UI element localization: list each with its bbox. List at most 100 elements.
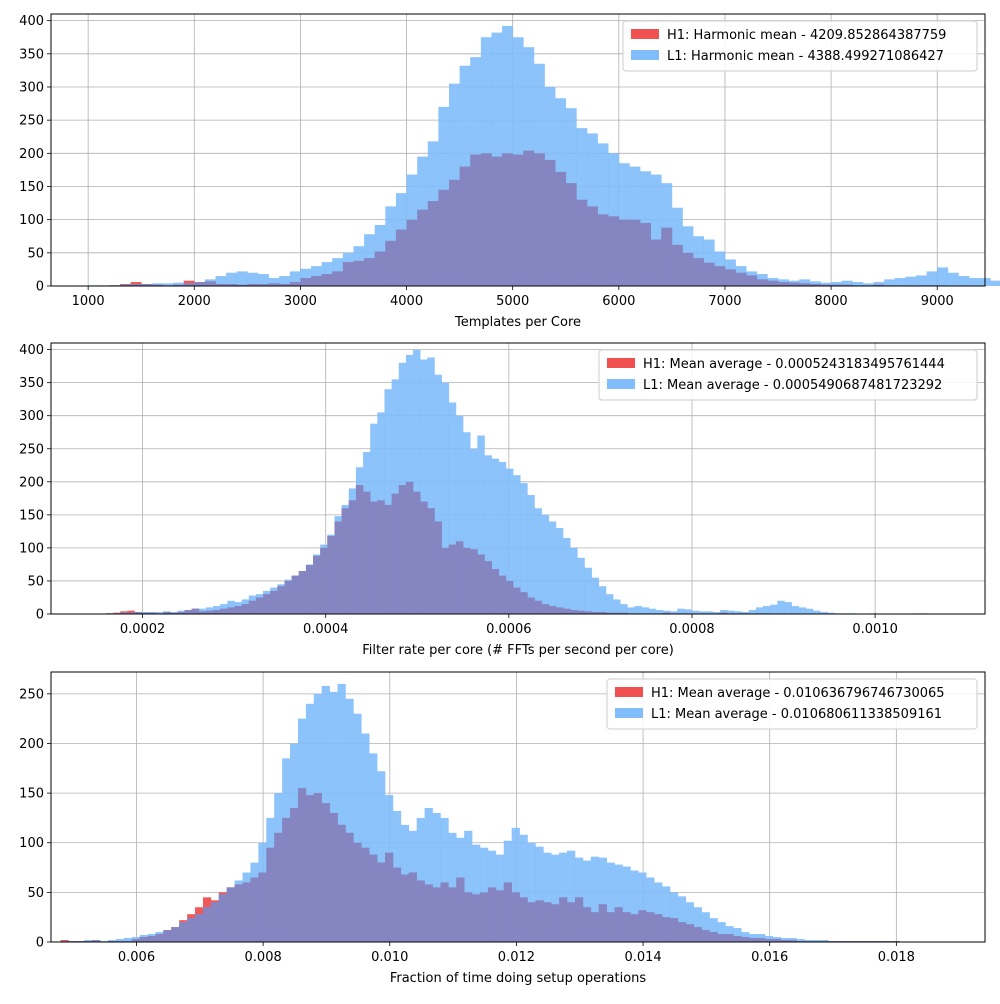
- histogram-bar: [279, 276, 291, 286]
- histogram-bar-overlap: [141, 612, 150, 614]
- histogram-bar-overlap: [498, 575, 507, 614]
- histogram-bar: [670, 611, 678, 614]
- histogram-bar-overlap: [638, 910, 647, 942]
- histogram-bar: [641, 607, 650, 614]
- histogram-bar: [591, 577, 600, 614]
- histogram-bar: [669, 892, 679, 942]
- histogram-bar-overlap: [241, 604, 250, 614]
- histogram-bar-overlap: [614, 907, 623, 942]
- histogram-bar: [820, 282, 832, 286]
- axes-frame: [50, 342, 986, 615]
- histogram-bar: [654, 882, 663, 942]
- histogram-bar-overlap: [385, 240, 397, 286]
- histogram-bar-overlap: [605, 612, 614, 614]
- histogram-bar-overlap: [629, 219, 641, 286]
- legend-swatch: [607, 379, 635, 389]
- x-tick-label: 0.0004: [303, 622, 349, 637]
- histogram-bar-overlap: [248, 600, 257, 614]
- x-tick-label: 0.0010: [852, 622, 898, 637]
- histogram-bar: [155, 612, 164, 614]
- histogram-bar: [748, 610, 757, 614]
- histogram-bar-overlap: [543, 902, 552, 942]
- histogram-bar-overlap: [427, 508, 435, 614]
- histogram-bar: [894, 278, 906, 286]
- histogram-bar-overlap: [756, 279, 768, 286]
- histogram-bar-overlap: [598, 612, 607, 614]
- histogram-bar: [958, 276, 970, 286]
- histogram-bar-overlap: [440, 882, 449, 942]
- histogram-bar-overlap: [234, 606, 242, 614]
- histogram-bar-overlap: [345, 832, 354, 942]
- histogram-bar-overlap: [565, 183, 577, 286]
- histogram-bar-overlap: [405, 481, 414, 614]
- x-tick-label: 4000: [390, 294, 423, 309]
- histogram-bar: [799, 279, 811, 286]
- histogram-bar-overlap: [226, 887, 235, 942]
- histogram-bar-overlap: [147, 936, 156, 942]
- histogram-bar: [257, 274, 269, 286]
- histogram-bar-overlap: [464, 892, 473, 942]
- histogram-bar-overlap: [709, 932, 718, 942]
- histogram-bar-overlap: [470, 549, 478, 614]
- histogram-bar: [555, 528, 564, 614]
- histogram-bar: [535, 846, 544, 942]
- x-tick-label: 7000: [708, 294, 741, 309]
- histogram-bar-overlap: [183, 283, 195, 286]
- histogram-bar: [570, 547, 578, 614]
- histogram-bar-overlap: [441, 547, 450, 614]
- histogram-bar: [791, 606, 800, 614]
- histogram-bar-overlap: [236, 284, 248, 286]
- legend-box: [598, 349, 978, 401]
- histogram-bar-overlap: [398, 485, 407, 614]
- histogram-bar-overlap: [551, 904, 560, 942]
- histogram-bar-overlap: [620, 612, 628, 614]
- x-axis-label: Filter rate per core (# FFTs per second …: [362, 643, 674, 658]
- histogram-bar-overlap: [163, 612, 171, 614]
- histogram-bar: [484, 455, 492, 614]
- histogram-bar-overlap: [586, 206, 598, 286]
- histogram-bar-overlap: [291, 575, 300, 614]
- histogram-bar: [361, 733, 370, 942]
- histogram-bar-overlap: [300, 278, 312, 286]
- histogram-bar: [162, 283, 174, 286]
- histogram-bar-overlap: [155, 934, 164, 942]
- histogram-bar-overlap: [348, 500, 357, 614]
- histogram-bar-overlap: [198, 611, 207, 614]
- histogram-bar-overlap: [484, 561, 492, 614]
- histogram-bar-overlap: [432, 887, 441, 942]
- histogram-bar-overlap: [313, 555, 321, 614]
- histogram-bar-overlap: [613, 612, 621, 614]
- histogram-bar-overlap: [204, 281, 216, 286]
- y-tick-label: 50: [27, 886, 44, 901]
- histogram-bar: [605, 594, 614, 614]
- histogram-bar: [634, 606, 642, 614]
- histogram-bar-overlap: [177, 612, 185, 614]
- histogram-bar-overlap: [685, 924, 695, 942]
- histogram-bar: [377, 771, 386, 942]
- histogram-bar: [534, 508, 542, 614]
- histogram-bar-overlap: [693, 927, 702, 942]
- histogram-bar-overlap: [374, 251, 386, 286]
- histogram-bar-overlap: [567, 902, 576, 942]
- histogram-bar-overlap: [377, 500, 385, 614]
- histogram-bar-overlap: [417, 209, 429, 286]
- legend-swatch: [607, 358, 635, 368]
- legend: H1: Mean average - 0.010636796746730065 L…: [606, 678, 978, 730]
- histogram-bar-overlap: [491, 156, 503, 286]
- histogram-bar-overlap: [582, 907, 592, 942]
- histogram-bar: [527, 495, 535, 614]
- histogram-bar: [620, 604, 628, 614]
- histogram-bar: [852, 282, 864, 286]
- legend-label: L1: Harmonic mean - 4388.499271086427: [667, 49, 944, 64]
- histogram-bar-overlap: [873, 284, 885, 286]
- histogram-bar: [698, 611, 707, 614]
- histogram-bar-overlap: [654, 914, 663, 942]
- histogram-bar-overlap: [693, 258, 705, 286]
- histogram-bar: [831, 282, 843, 286]
- histogram-bar-overlap: [733, 936, 742, 942]
- histogram-bar-overlap: [416, 880, 425, 942]
- legend-label: H1: Mean average - 0.0005243183495761444: [643, 357, 945, 372]
- x-tick-label: 0.010: [371, 950, 408, 965]
- histogram-bar: [567, 850, 576, 942]
